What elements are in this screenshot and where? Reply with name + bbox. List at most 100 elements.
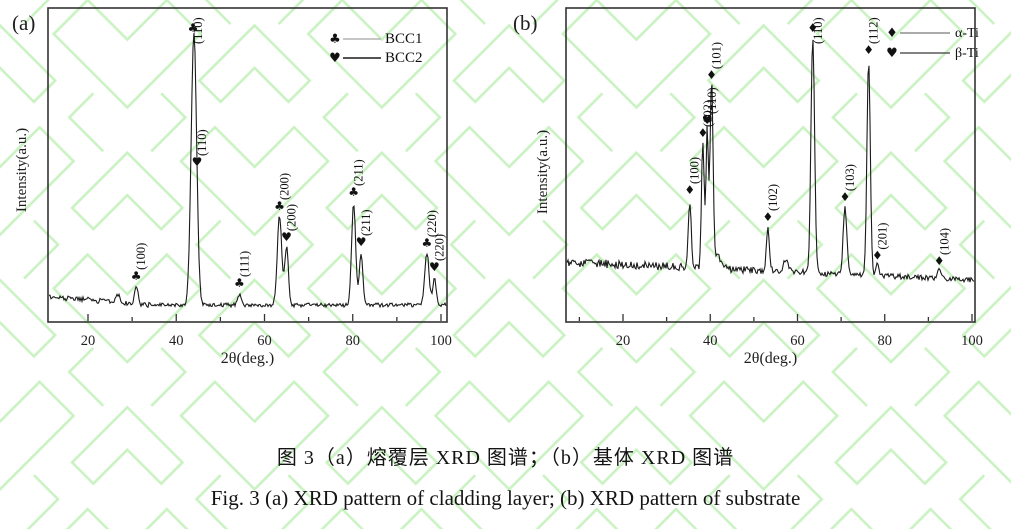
legend-marker: ♥	[329, 51, 341, 66]
peak-label: (103)	[843, 164, 857, 191]
legend-label: α-Ti	[955, 26, 979, 41]
legend-label: BCC1	[385, 31, 423, 47]
x-tick-label: 80	[878, 333, 893, 349]
svg-text:(002): (002)	[701, 100, 715, 127]
peak-label: (104)	[937, 228, 951, 255]
peak-label: (111)	[237, 251, 251, 277]
x-tick-label: 20	[616, 333, 631, 349]
x-tick-label: 100	[430, 333, 452, 349]
peak-label: (110)	[195, 129, 209, 156]
svg-text:(101): (101)	[710, 42, 724, 69]
peak-label: (102)	[766, 184, 780, 211]
svg-text:(201): (201)	[875, 223, 889, 250]
svg-text:(220): (220)	[432, 234, 446, 261]
x-tick-label: 80	[346, 333, 361, 349]
x-tick-label: 60	[790, 333, 805, 349]
peak-marker-BCC1: ♣	[234, 276, 245, 290]
peak-marker-BCC1: ♣	[348, 185, 359, 199]
plot-frame	[565, 7, 976, 323]
legend-label: BCC2	[385, 50, 423, 66]
peak-label: (002)	[701, 100, 715, 127]
svg-text:(104): (104)	[937, 228, 951, 255]
x-tick-label: 40	[169, 333, 184, 349]
svg-text:(111): (111)	[237, 251, 251, 277]
peak-label: (100)	[134, 243, 148, 270]
plot-frame	[47, 7, 448, 323]
peak-marker-α-Ti: ♦	[762, 210, 773, 224]
x-axis-title: 2θ(deg.)	[744, 350, 797, 367]
xrd-trace	[566, 39, 975, 284]
peak-label: (101)	[710, 42, 724, 69]
peak-label: (200)	[285, 204, 299, 231]
peak-marker-BCC1: ♣	[274, 199, 285, 213]
peak-label: (200)	[278, 173, 292, 200]
svg-text:(200): (200)	[285, 204, 299, 231]
peak-marker-α-Ti: ♦	[807, 21, 818, 35]
x-tick-label: 60	[257, 333, 272, 349]
svg-text:(211): (211)	[352, 159, 366, 186]
peak-label: (201)	[875, 223, 889, 250]
x-tick-label: 40	[703, 333, 718, 349]
peak-label: (110)	[191, 17, 205, 44]
x-axis-ticks: 20 40 60 80 100	[81, 314, 452, 349]
legend: ♦ α-Ti ♥ β-Ti	[886, 26, 979, 61]
xrd-trace	[48, 32, 447, 309]
peak-marker-α-Ti: ♦	[684, 183, 695, 197]
svg-text:(103): (103)	[843, 164, 857, 191]
peak-marker-α-Ti: ♦	[706, 68, 717, 82]
svg-text:(110): (110)	[811, 17, 825, 44]
peak-label: (211)	[359, 209, 373, 236]
panel-tag: (a)	[12, 11, 35, 35]
legend-marker: ♥	[886, 46, 898, 61]
svg-text:(110): (110)	[705, 87, 719, 114]
svg-text:(110): (110)	[195, 129, 209, 156]
xrd-chart-cladding-layer: 20 40 60 80 1002θ(deg.)Intensity(a.u.)(a)♣(1…	[12, 7, 452, 367]
plot-panel: 20 40 60 80 1002θ(deg.)Intensity(a.u.)(b)♦(1…	[513, 7, 983, 367]
svg-text:(200): (200)	[278, 173, 292, 200]
peak-label: (110)	[705, 87, 719, 114]
peak-label: (110)	[811, 17, 825, 44]
plot-panel: 20 40 60 80 1002θ(deg.)Intensity(a.u.)(a)♣(1…	[12, 7, 452, 367]
legend: ♣ BCC1 ♥ BCC2	[329, 31, 422, 66]
legend-label: β-Ti	[955, 46, 979, 61]
peak-marker-BCC1: ♣	[188, 21, 199, 35]
caption-english: Fig. 3 (a) XRD pattern of cladding layer…	[210, 486, 801, 510]
peak-marker-BCC1: ♣	[131, 269, 142, 283]
peak-marker-BCC2: ♥	[429, 260, 440, 274]
peak-marker-BCC2: ♥	[356, 235, 367, 249]
peak-marker-BCC1: ♣	[421, 236, 432, 250]
svg-text:(100): (100)	[134, 243, 148, 270]
x-tick-label: 20	[81, 333, 96, 349]
svg-text:(211): (211)	[359, 209, 373, 236]
y-axis-title: Intensity(a.u.)	[14, 128, 30, 212]
peak-marker-α-Ti: ♦	[863, 43, 874, 57]
x-axis-title: 2θ(deg.)	[221, 350, 274, 367]
panel-tag: (b)	[513, 11, 538, 35]
peak-marker-α-Ti: ♦	[840, 190, 851, 204]
xrd-chart-substrate: 20 40 60 80 1002θ(deg.)Intensity(a.u.)(b)♦(1…	[513, 7, 983, 367]
svg-text:(110): (110)	[191, 17, 205, 44]
peak-marker-BCC2: ♥	[192, 155, 203, 169]
peak-label: (112)	[867, 17, 881, 44]
peak-label: (211)	[352, 159, 366, 186]
legend-marker: ♣	[329, 32, 341, 47]
peak-annotations: ♦(100)♦(002)♥(110)♦(101)♦(102)♦(110)♦(10…	[684, 17, 951, 268]
peak-label: (220)	[432, 234, 446, 261]
y-axis-title: Intensity(a.u.)	[535, 130, 551, 214]
x-axis-ticks: 20 40 60 80 100	[578, 314, 983, 349]
x-tick-label: 100	[961, 333, 983, 349]
peak-annotations: ♣(100)♣(110)♥(110)♣(111)♣(200)♥(200)♣(21…	[131, 17, 447, 290]
svg-text:(112): (112)	[867, 17, 881, 44]
peak-label: (220)	[425, 210, 439, 237]
peak-marker-α-Ti: ♦	[697, 126, 708, 140]
peak-label: (100)	[688, 157, 702, 184]
svg-text:(102): (102)	[766, 184, 780, 211]
svg-text:(220): (220)	[425, 210, 439, 237]
peak-marker-α-Ti: ♦	[872, 249, 883, 263]
peak-marker-α-Ti: ♦	[934, 254, 945, 268]
peak-marker-BCC2: ♥	[281, 230, 292, 244]
svg-text:(100): (100)	[688, 157, 702, 184]
